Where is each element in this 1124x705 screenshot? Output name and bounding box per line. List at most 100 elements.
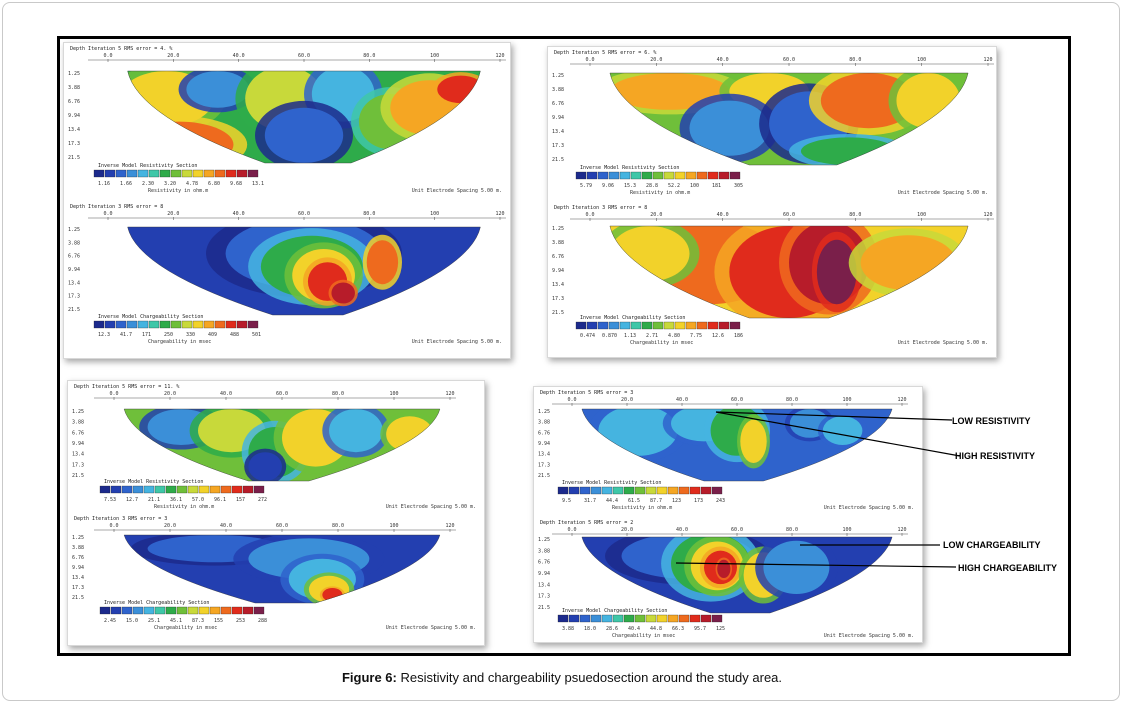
scale-value: 181: [712, 183, 721, 189]
scale-value: 44.4: [606, 498, 618, 504]
section-header: Depth Iteration 3 RMS error = 3: [74, 516, 167, 522]
color-scale-swatch: [579, 486, 591, 495]
color-scale-swatch: [568, 486, 580, 495]
scale-value: 1.16: [98, 181, 110, 187]
color-scale-swatch: [93, 320, 105, 329]
scale-value: 3.20: [164, 181, 176, 187]
depth-label: 13.4: [552, 129, 564, 135]
color-scale-swatch: [590, 486, 602, 495]
contour-blob: [860, 235, 957, 291]
depth-label: 1.25: [552, 226, 564, 232]
color-scale-swatch: [601, 614, 613, 623]
scale-value: 4.80: [668, 333, 680, 339]
color-scale-swatch: [187, 485, 199, 494]
depth-label: 3.88: [552, 87, 564, 93]
electrode-spacing: Unit Electrode Spacing 5.00 m.: [898, 190, 988, 196]
scale-value: 9.06: [602, 183, 614, 189]
color-scale-swatch: [154, 606, 166, 615]
scale-value: 96.1: [214, 497, 226, 503]
scale-value: 186: [734, 333, 743, 339]
depth-label: 1.25: [552, 73, 564, 79]
label-low-resistivity: LOW RESISTIVITY: [952, 416, 1031, 426]
depth-label: 1.25: [72, 409, 84, 415]
color-scale-swatch: [557, 486, 569, 495]
color-scale-swatch: [242, 606, 254, 615]
x-tick-label: 0.0: [585, 57, 594, 63]
section-header: Depth Iteration 5 RMS error = 6. %: [554, 50, 656, 56]
x-tick-label: 0.0: [109, 523, 118, 529]
scale-value: 501: [252, 332, 261, 338]
scale-value: 12.6: [712, 333, 724, 339]
depth-label: 21.5: [538, 473, 550, 479]
color-scale-swatch: [645, 614, 657, 623]
color-scale-swatch: [667, 614, 679, 623]
depth-label: 13.4: [538, 582, 550, 588]
color-scale-swatch: [689, 614, 701, 623]
depth-label: 21.5: [68, 307, 80, 313]
color-scale-swatch: [678, 614, 690, 623]
x-tick-label: 20.0: [167, 53, 179, 59]
electrode-spacing: Unit Electrode Spacing 5.00 m.: [386, 625, 476, 631]
scale-value: 100: [690, 183, 699, 189]
color-scale-swatch: [247, 169, 259, 178]
scale-value: 57.0: [192, 497, 204, 503]
x-tick-label: 40.0: [220, 391, 232, 397]
color-scale-swatch: [729, 321, 741, 330]
x-tick-label: 120: [445, 391, 454, 397]
x-tick-label: 80.0: [332, 391, 344, 397]
scale-value: 87.7: [650, 498, 662, 504]
color-scale-swatch: [696, 321, 708, 330]
x-tick-label: 0.0: [103, 53, 112, 59]
scale-value: 95.7: [694, 626, 706, 632]
color-scale-swatch: [115, 169, 127, 178]
depth-label: 17.3: [552, 296, 564, 302]
color-scale-swatch: [225, 320, 237, 329]
scale-value: 123: [672, 498, 681, 504]
color-scale-swatch: [225, 169, 237, 178]
depth-label: 3.88: [552, 240, 564, 246]
color-scale-swatch: [192, 169, 204, 178]
scale-value: 409: [208, 332, 217, 338]
color-scale-swatch: [170, 320, 182, 329]
x-tick-label: 40.0: [233, 53, 245, 59]
contour-blob: [598, 409, 678, 456]
depth-label: 17.3: [72, 585, 84, 591]
scale-value: 61.5: [628, 498, 640, 504]
color-scale-swatch: [597, 171, 609, 180]
color-scale-swatch: [192, 320, 204, 329]
color-scale-swatch: [198, 606, 210, 615]
section-header: Depth Iteration 5 RMS error = 4. %: [70, 46, 172, 52]
section-title: Inverse Model Chargeability Section: [580, 315, 685, 321]
color-scale-swatch: [104, 320, 116, 329]
scale-value: 9.5: [562, 498, 571, 504]
scale-label: Resistivity in ohm.m: [630, 190, 690, 196]
color-scale-swatch: [729, 171, 741, 180]
section-outline: [127, 226, 481, 316]
color-scale-swatch: [176, 606, 188, 615]
depth-label: 6.76: [68, 99, 80, 105]
section-resistivity-1: Depth Iteration 5 RMS error = 4. %0.0 20.…: [68, 46, 506, 194]
depth-label: 6.76: [538, 560, 550, 566]
scale-value: 5.79: [580, 183, 592, 189]
scale-value: 12.7: [126, 497, 138, 503]
color-scale-swatch: [718, 321, 730, 330]
x-tick-label: 40.0: [676, 527, 688, 533]
color-scale-swatch: [253, 606, 265, 615]
x-tick-label: 0.0: [567, 527, 576, 533]
color-scale-swatch: [634, 486, 646, 495]
section-title: Inverse Model Resistivity Section: [98, 163, 197, 169]
color-scale-swatch: [645, 486, 657, 495]
x-tick-label: 80.0: [363, 53, 375, 59]
depth-label: 9.94: [552, 115, 564, 121]
depth-label: 6.76: [72, 555, 84, 561]
x-tick-label: 80.0: [786, 397, 798, 403]
depth-label: 21.5: [68, 155, 80, 161]
scale-value: 9.68: [230, 181, 242, 187]
color-scale-swatch: [707, 321, 719, 330]
color-scale-swatch: [247, 320, 259, 329]
scale-label: Chargeability in msec: [630, 340, 693, 346]
color-scale-swatch: [623, 486, 635, 495]
scale-value: 330: [186, 332, 195, 338]
depth-label: 1.25: [538, 409, 550, 415]
scale-value: 173: [694, 498, 703, 504]
